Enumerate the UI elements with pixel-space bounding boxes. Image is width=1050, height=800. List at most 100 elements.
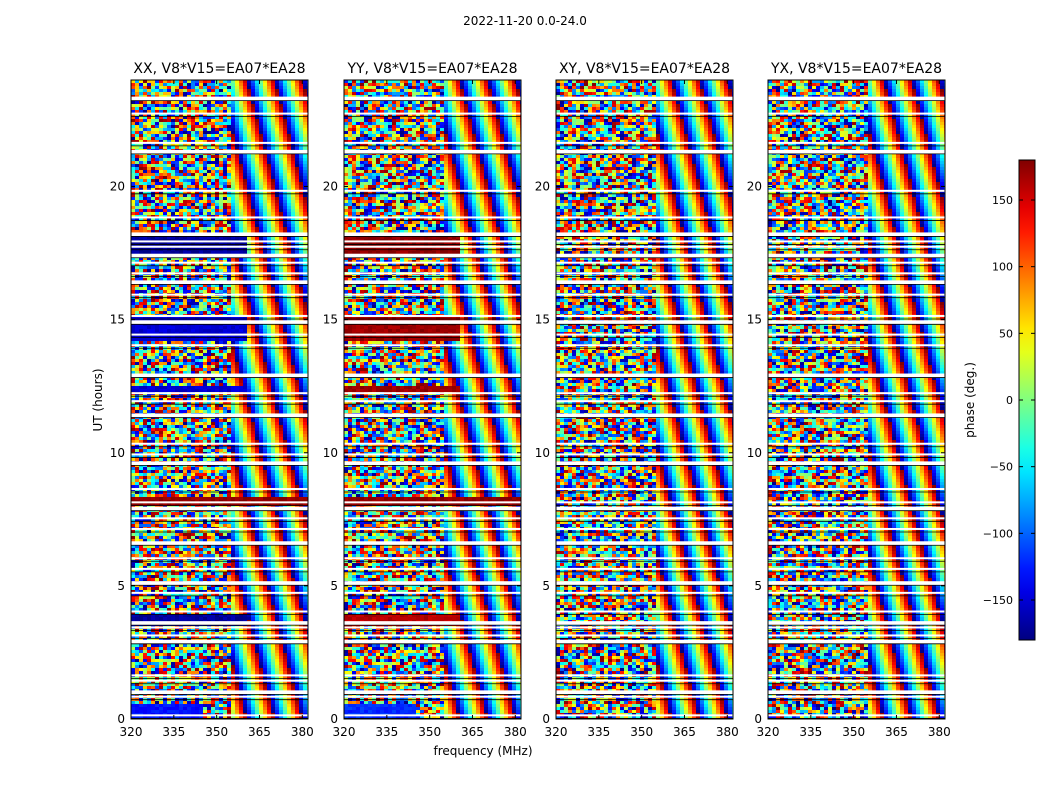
heat-cell <box>227 119 231 122</box>
heat-cell <box>271 182 275 185</box>
heat-cell <box>255 167 259 170</box>
heat-cell <box>291 92 295 95</box>
heat-cell <box>207 371 211 374</box>
heat-cell <box>239 173 243 176</box>
heat-cell <box>179 179 183 182</box>
heat-cell <box>187 179 191 182</box>
heat-cell <box>279 221 283 224</box>
heat-cell <box>235 404 239 407</box>
heat-cell <box>303 86 307 89</box>
heat-cell <box>167 191 171 194</box>
heat-cell <box>139 371 143 374</box>
heat-cell <box>251 95 255 98</box>
heat-cell <box>171 92 175 95</box>
heat-cell <box>215 206 219 209</box>
heat-cell <box>211 185 215 188</box>
heat-cell <box>147 263 151 266</box>
heat-cell <box>191 194 195 197</box>
heat-cell <box>171 299 175 302</box>
heat-cell <box>163 230 167 233</box>
heat-cell <box>131 302 135 305</box>
heat-cell <box>291 182 295 185</box>
heat-cell <box>203 197 207 200</box>
heat-cell <box>215 188 219 191</box>
heat-cell <box>279 182 283 185</box>
heat-cell <box>167 257 171 260</box>
heat-cell <box>151 140 155 143</box>
heat-cell <box>227 383 231 386</box>
heat-cell <box>139 302 143 305</box>
heat-cell <box>255 107 259 110</box>
heat-cell <box>263 116 267 119</box>
heat-cell <box>231 230 235 233</box>
heat-cell <box>135 302 139 305</box>
heat-cell <box>211 110 215 113</box>
heat-cell <box>255 164 259 167</box>
heat-cell <box>187 137 191 140</box>
heat-cell <box>291 179 295 182</box>
heat-cell <box>271 218 275 221</box>
heat-cell <box>299 83 303 86</box>
heat-cell <box>223 182 227 185</box>
heat-cell <box>171 197 175 200</box>
heat-cell <box>223 383 227 386</box>
heat-cell <box>299 365 303 368</box>
heat-cell <box>231 131 235 134</box>
heat-cell <box>163 407 167 410</box>
heat-cell <box>255 176 259 179</box>
heat-cell <box>235 383 239 386</box>
heat-cell <box>299 269 303 272</box>
heat-cell <box>255 356 259 359</box>
heat-cell <box>191 116 195 119</box>
heat-cell <box>275 230 279 233</box>
heat-cell <box>251 398 255 401</box>
heat-cell <box>243 269 247 272</box>
heat-cell <box>299 206 303 209</box>
heat-cell <box>267 380 271 383</box>
heat-cell <box>255 299 259 302</box>
heat-cell <box>227 176 231 179</box>
heat-cell <box>219 83 223 86</box>
heat-cell <box>195 383 199 386</box>
heat-cell <box>175 386 179 389</box>
heat-cell <box>159 407 163 410</box>
heat-cell <box>167 125 171 128</box>
heat-cell <box>163 386 167 389</box>
heat-cell <box>299 311 303 314</box>
heat-cell <box>259 227 263 230</box>
heat-cell <box>267 143 271 146</box>
heat-cell <box>283 284 287 287</box>
heat-cell <box>291 386 295 389</box>
heat-cell <box>183 110 187 113</box>
heat-cell <box>291 191 295 194</box>
heat-cell <box>299 131 303 134</box>
heat-cell <box>259 350 263 353</box>
heat-cell <box>135 167 139 170</box>
heat-cell <box>147 401 151 404</box>
heat-cell <box>239 410 243 413</box>
heat-cell <box>183 209 187 212</box>
heat-cell <box>139 104 143 107</box>
heat-cell <box>219 356 223 359</box>
heat-cell <box>275 218 279 221</box>
heat-cell <box>191 191 195 194</box>
heat-cell <box>191 311 195 314</box>
heat-cell <box>303 257 307 260</box>
heat-cell <box>155 107 159 110</box>
heat-cell <box>263 365 267 368</box>
heat-cell <box>139 164 143 167</box>
heat-cell <box>255 401 259 404</box>
heat-cell <box>295 134 299 137</box>
heat-cell <box>235 410 239 413</box>
heat-cell <box>275 137 279 140</box>
heat-cell <box>203 257 207 260</box>
heat-cell <box>275 176 279 179</box>
heat-cell <box>167 203 171 206</box>
heat-cell <box>251 230 255 233</box>
heat-cell <box>131 107 135 110</box>
heat-cell <box>179 401 183 404</box>
heat-cell <box>235 140 239 143</box>
heat-cell <box>263 194 267 197</box>
heat-cell <box>159 251 163 254</box>
heat-cell <box>283 140 287 143</box>
